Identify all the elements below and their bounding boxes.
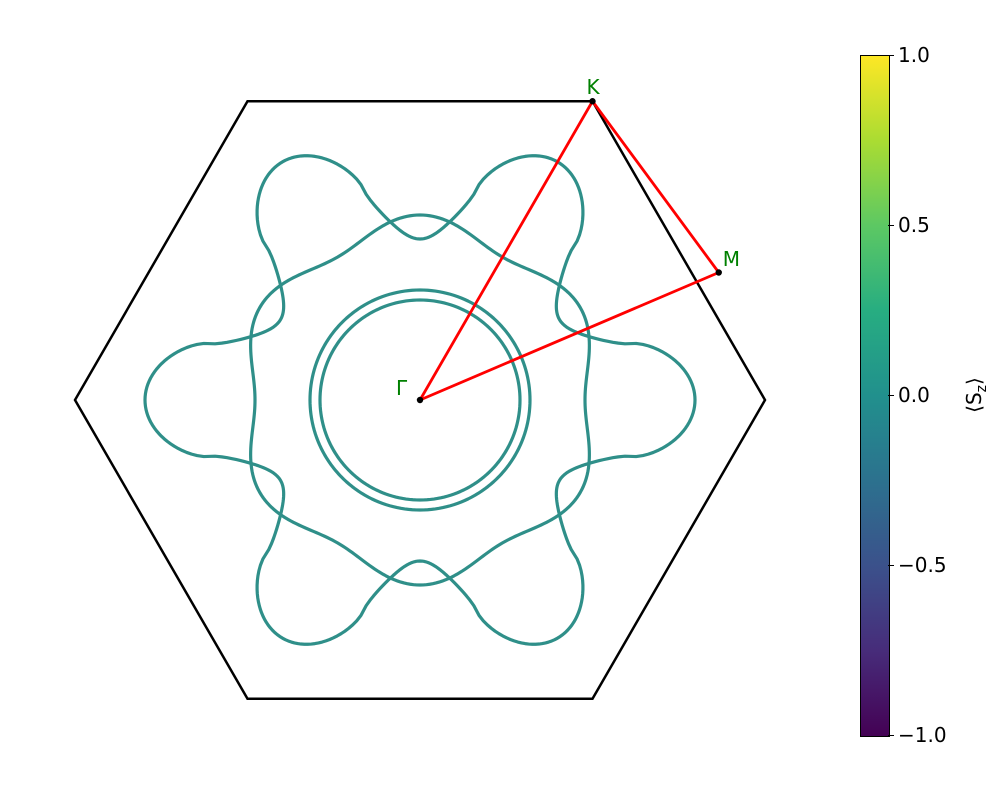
colorbar-ticklabel: 1.0 <box>898 43 930 67</box>
bz-point-M <box>716 269 722 275</box>
bz-path-segment-1 <box>593 101 719 272</box>
figure: ΓKM ⟨Sz⟩ −1.0−0.50.00.51.0 <box>0 0 1000 800</box>
colorbar-tick <box>888 395 894 396</box>
bz-point-label-M: M <box>723 247 740 271</box>
colorbar-tick <box>888 565 894 566</box>
bz-point-label-K: K <box>587 75 600 99</box>
colorbar-tick <box>888 225 894 226</box>
plot-area: Γ K M <box>40 40 800 760</box>
colorbar-gradient <box>860 55 890 737</box>
bz-path-segment-0 <box>420 101 593 400</box>
colorbar-ticklabel: 0.0 <box>898 383 930 407</box>
colorbar: ⟨Sz⟩ −1.0−0.50.00.51.0 <box>860 55 888 735</box>
colorbar-ticklabel: −0.5 <box>898 553 947 577</box>
colorbar-tick <box>888 735 894 736</box>
colorbar-tick <box>888 55 894 56</box>
colorbar-label: ⟨Sz⟩ <box>962 377 990 413</box>
bz-point-Gamma <box>417 397 423 403</box>
colorbar-ticklabel: −1.0 <box>898 723 947 747</box>
bz-svg <box>40 40 800 760</box>
colorbar-ticklabel: 0.5 <box>898 213 930 237</box>
bz-point-label-Gamma: Γ <box>396 376 407 400</box>
